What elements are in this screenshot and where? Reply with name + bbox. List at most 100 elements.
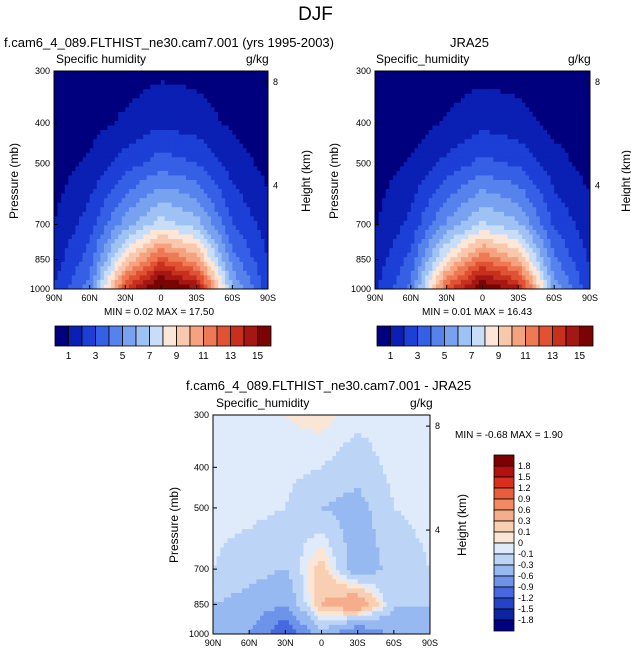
heatmap-cell: [150, 243, 155, 249]
heatmap-cell: [118, 234, 123, 240]
heatmap-cell: [171, 239, 176, 244]
heatmap-cell: [78, 266, 83, 272]
heatmap-cell: [468, 148, 473, 154]
heatmap-cell: [239, 84, 244, 90]
heatmap-cell: [143, 175, 148, 181]
heatmap-cell: [89, 75, 94, 81]
heatmap-cell: [385, 93, 390, 99]
heatmap-cell: [57, 170, 62, 176]
heatmap-cell: [586, 198, 591, 204]
heatmap-cell: [221, 284, 226, 290]
heatmap-cell: [228, 193, 233, 199]
heatmap-cell: [547, 161, 551, 167]
heatmap-cell: [164, 261, 169, 267]
heatmap-cell: [185, 170, 190, 176]
heatmap-cell: [189, 261, 194, 267]
heatmap-cell: [400, 93, 405, 99]
heatmap-cell: [586, 116, 591, 122]
heatmap-cell: [68, 98, 73, 104]
heatmap-cell: [400, 134, 405, 140]
heatmap-cell: [210, 161, 215, 167]
heatmap-cell: [439, 120, 444, 126]
heatmap-cell: [128, 175, 133, 181]
heatmap-cell: [443, 216, 448, 222]
heatmap-cell: [239, 75, 244, 81]
heatmap-cell: [496, 211, 501, 217]
heatmap-cell: [111, 116, 116, 122]
heatmap-cell: [225, 234, 230, 240]
heatmap-cell: [403, 166, 408, 172]
heatmap-cell: [189, 257, 194, 263]
heatmap-cell: [392, 98, 397, 104]
heatmap-cell: [86, 180, 91, 185]
heatmap-cell: [572, 80, 577, 86]
heatmap-cell: [575, 148, 580, 154]
heatmap-cell: [150, 71, 155, 76]
heatmap-cell: [143, 71, 148, 76]
heatmap-cell: [228, 229, 233, 235]
y-tick-label: 400: [35, 118, 50, 128]
heatmap-cell: [182, 180, 187, 185]
heatmap-cell: [414, 180, 419, 185]
heatmap-cell: [182, 139, 187, 145]
heatmap-cell: [385, 220, 390, 226]
heatmap-cell: [71, 175, 76, 181]
heatmap-cell: [400, 198, 405, 204]
heatmap-cell: [200, 225, 205, 231]
heatmap-cell: [564, 207, 569, 213]
heatmap-cell: [464, 180, 469, 185]
heatmap-cell: [243, 93, 247, 99]
heatmap-cell: [257, 170, 262, 176]
heatmap-cell: [511, 180, 516, 185]
heatmap-cell: [403, 80, 408, 86]
heatmap-cell: [232, 175, 237, 181]
heatmap-cell: [385, 125, 390, 131]
heatmap-cell: [450, 98, 455, 104]
heatmap-cell: [439, 170, 444, 176]
heatmap-cell: [568, 175, 573, 181]
heatmap-cell: [168, 98, 173, 104]
heatmap-cell: [243, 80, 247, 86]
heatmap-cell: [575, 139, 580, 145]
heatmap-cell: [111, 148, 116, 154]
heatmap-cell: [396, 225, 401, 231]
heatmap-cell: [146, 220, 151, 226]
heatmap-cell: [453, 166, 458, 172]
heatmap-cell: [392, 175, 397, 181]
heatmap-cell: [175, 80, 180, 86]
heatmap-cell: [175, 166, 180, 172]
heatmap-cell: [164, 198, 169, 204]
heatmap-cell: [439, 157, 444, 163]
heatmap-cell: [504, 120, 508, 126]
heatmap-cell: [425, 207, 430, 213]
heatmap-cell: [203, 189, 208, 195]
heatmap-cell: [403, 148, 408, 154]
heatmap-cell: [139, 175, 144, 181]
heatmap-cell: [128, 80, 133, 86]
heatmap-cell: [486, 211, 491, 217]
heatmap-cell: [439, 134, 444, 140]
heatmap-cell: [164, 139, 169, 145]
heatmap-cell: [428, 198, 433, 204]
heatmap-cell: [146, 270, 151, 276]
heatmap-cell: [378, 193, 383, 199]
heatmap-cell: [171, 257, 176, 263]
heatmap-cell: [443, 189, 448, 195]
heatmap-cell: [146, 202, 151, 208]
heatmap-cell: [575, 211, 580, 217]
heatmap-cell: [125, 284, 130, 290]
heatmap-cell: [136, 279, 140, 285]
heatmap-cell: [464, 143, 469, 149]
heatmap-cell: [396, 84, 401, 90]
heatmap-cell: [54, 175, 58, 181]
heatmap-cell: [64, 134, 69, 140]
heatmap-cell: [435, 157, 440, 163]
heatmap-cell: [264, 180, 269, 185]
heatmap-cell: [96, 98, 101, 104]
heatmap-cell: [486, 148, 491, 154]
heatmap-cell: [493, 157, 498, 163]
heatmap-cell: [586, 130, 591, 135]
heatmap-cell: [146, 152, 151, 158]
heatmap-cell: [243, 111, 247, 117]
heatmap-cell: [525, 211, 530, 217]
